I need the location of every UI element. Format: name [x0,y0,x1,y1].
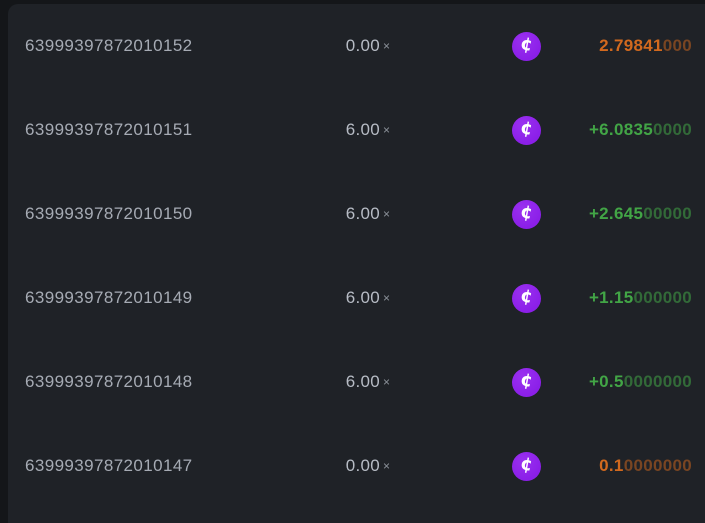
bet-payout-amount: +6.08350000 [541,120,692,140]
bet-id: 63999397872010151 [25,120,193,139]
cent-glyph: ¢ [518,117,535,140]
multiply-icon: × [382,375,390,389]
multiply-icon: × [382,291,390,305]
bet-multiplier-value: 6.00 [345,372,380,391]
bet-payout-significant: +0.5 [588,372,624,391]
bet-payout-significant: 2.79841 [599,36,663,55]
bet-payout-significant: +6.0835 [588,120,653,139]
cent-glyph: ¢ [518,369,535,392]
coin-icon: ¢ [512,283,541,313]
bet-payout-amount: +0.50000000 [541,372,692,392]
bet-payout: ¢ +2.64500000 [512,199,692,229]
bet-payout: ¢ 0.10000000 [512,451,692,481]
bet-payout-amount: +1.15000000 [541,288,692,308]
bet-multiplier-value: 6.00 [345,120,380,139]
bet-payout-amount: 0.10000000 [541,456,692,476]
multiply-icon: × [382,39,390,53]
multiply-icon: × [382,459,390,473]
cent-glyph: ¢ [518,453,535,476]
bet-payout-trailing-zeros: 000000 [633,288,692,307]
bet-multiplier-value: 6.00 [345,288,380,307]
bet-payout-significant: 0.1 [599,456,624,475]
bet-multiplier: 0.00 × [280,456,390,476]
bet-payout-amount: +2.64500000 [541,204,692,224]
multiply-icon: × [382,207,390,221]
bet-row[interactable]: 63999397872010150 6.00 × ¢ +2.64500000 [8,172,705,256]
bet-id: 63999397872010149 [25,288,193,307]
bet-payout-trailing-zeros: 000 [662,36,692,55]
bet-payout: ¢ +1.15000000 [512,283,692,313]
bet-payout-trailing-zeros: 0000000 [623,456,692,475]
bet-payout-significant: +2.645 [588,204,644,223]
bet-multiplier-value: 0.00 [345,36,380,55]
bet-multiplier: 6.00 × [280,204,390,224]
bet-id: 63999397872010150 [25,204,193,223]
bet-row[interactable]: 63999397872010147 0.00 × ¢ 0.10000000 [8,424,705,508]
bet-multiplier: 6.00 × [280,288,390,308]
bet-multiplier: 6.00 × [280,372,390,392]
cent-glyph: ¢ [518,33,535,56]
multiply-icon: × [382,123,390,137]
cent-glyph: ¢ [518,201,535,224]
cent-glyph: ¢ [518,285,535,308]
coin-icon: ¢ [512,199,541,229]
bet-id: 63999397872010147 [25,456,193,475]
bet-payout: ¢ +6.08350000 [512,115,692,145]
bet-row[interactable]: 63999397872010151 6.00 × ¢ +6.08350000 [8,88,705,172]
bet-history-list: 63999397872010152 0.00 × ¢ 2.79841000 639… [8,4,705,508]
bet-row[interactable]: 63999397872010152 0.00 × ¢ 2.79841000 [8,4,705,88]
coin-icon: ¢ [512,451,541,481]
bet-multiplier-value: 0.00 [345,456,380,475]
bet-multiplier-value: 6.00 [345,204,380,223]
bet-payout-trailing-zeros: 00000 [643,204,692,223]
bet-multiplier: 6.00 × [280,120,390,140]
bet-id: 63999397872010152 [25,36,193,55]
bet-payout-amount: 2.79841000 [541,36,692,56]
bet-payout: ¢ +0.50000000 [512,367,692,397]
bet-payout-trailing-zeros: 0000 [652,120,692,139]
bet-row[interactable]: 63999397872010148 6.00 × ¢ +0.50000000 [8,340,705,424]
bet-payout: ¢ 2.79841000 [512,31,692,61]
bet-payout-trailing-zeros: 0000000 [623,372,692,391]
bet-multiplier: 0.00 × [280,36,390,56]
bet-id: 63999397872010148 [25,372,193,391]
bet-row[interactable]: 63999397872010149 6.00 × ¢ +1.15000000 [8,256,705,340]
bet-payout-significant: +1.15 [588,288,634,307]
coin-icon: ¢ [512,367,541,397]
coin-icon: ¢ [512,115,541,145]
bet-history-panel: 63999397872010152 0.00 × ¢ 2.79841000 639… [8,4,705,523]
coin-icon: ¢ [512,31,541,61]
